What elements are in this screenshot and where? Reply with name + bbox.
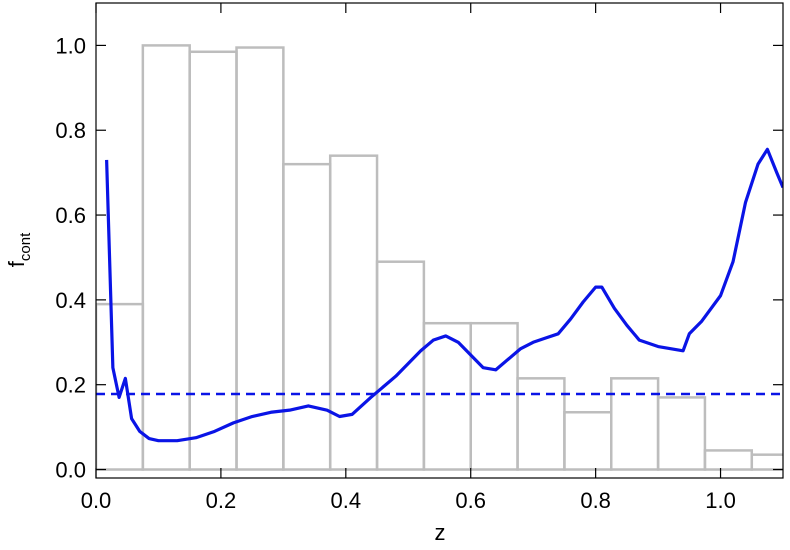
histogram-bar — [188, 50, 238, 471]
y-tick-label: 1.0 — [55, 33, 86, 58]
y-tick-label: 0.8 — [55, 118, 86, 143]
x-tick-label: 0.6 — [455, 488, 486, 513]
histogram-bar — [422, 321, 472, 471]
x-tick-label: 0.4 — [331, 488, 362, 513]
y-axis-label: fcont — [4, 232, 34, 267]
histogram-bar — [235, 46, 285, 471]
y-tick-label: 0.0 — [55, 458, 86, 483]
histogram-bar — [469, 321, 519, 471]
y-tick-label: 0.4 — [55, 288, 86, 313]
x-tick-label: 0.0 — [81, 488, 112, 513]
x-axis-label: z — [435, 520, 446, 545]
histogram-bar — [750, 453, 783, 471]
histogram-bar — [703, 449, 754, 471]
x-tick-label: 1.0 — [705, 488, 736, 513]
y-label-sub: cont — [17, 232, 34, 261]
histogram-bar — [96, 302, 145, 471]
y-tick-label: 0.6 — [55, 203, 86, 228]
histogram-bar — [328, 154, 379, 471]
x-tick-label: 0.8 — [580, 488, 611, 513]
axes-frame — [95, 2, 784, 479]
histogram-bar — [375, 260, 426, 471]
histogram-bar — [563, 411, 613, 471]
histogram-bar — [141, 44, 191, 471]
curve — [105, 147, 783, 443]
x-tick-label: 0.2 — [206, 488, 237, 513]
histogram-bar — [282, 162, 332, 471]
histogram-bar — [516, 377, 566, 471]
y-label-main: f — [4, 260, 29, 267]
plot-area — [96, 44, 783, 471]
histogram-bar — [610, 377, 660, 471]
histogram-bar — [656, 396, 707, 471]
y-tick-label: 0.2 — [55, 373, 86, 398]
